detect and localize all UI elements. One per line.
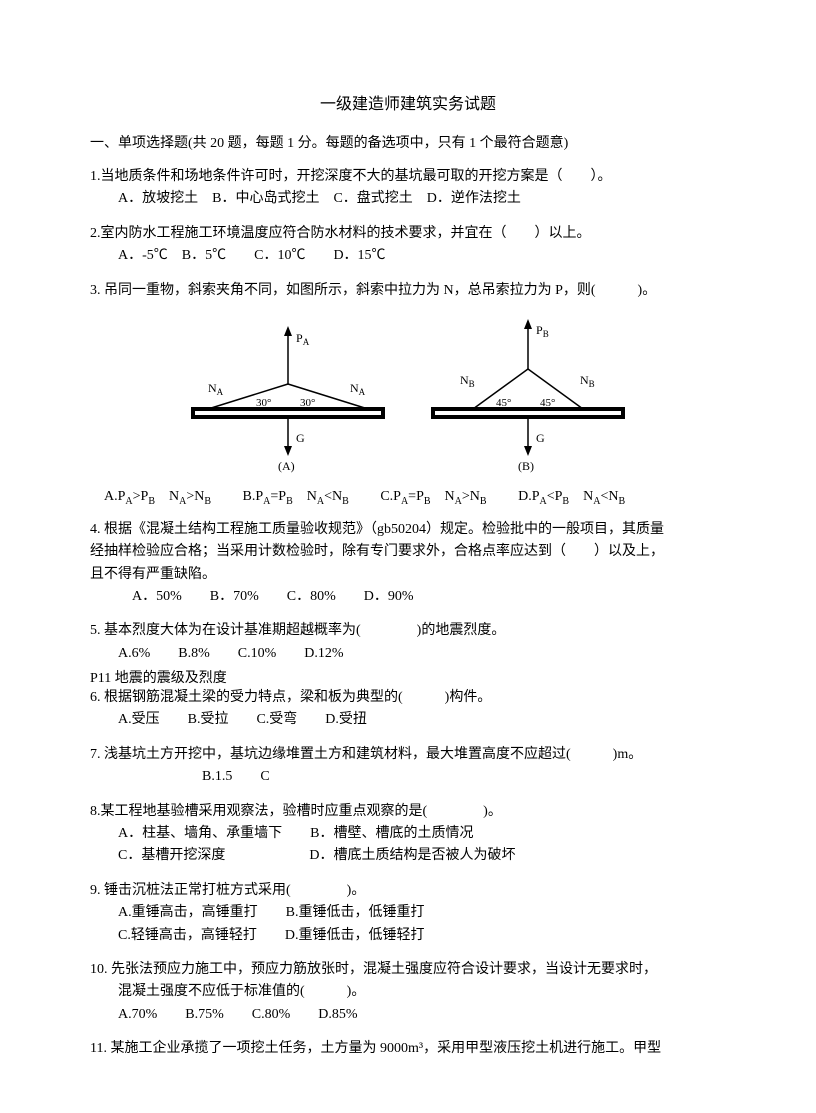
q3-opt-b: B.PA=PB NA<NB	[243, 489, 349, 504]
question-4: 4. 根据《混凝土结构工程施工质量验收规范》（gb50204）规定。检验批中的一…	[90, 519, 726, 609]
question-9: 9. 锤击沉桩法正常打桩方式采用( )。 A.重锤高击，高锤重打 B.重锤低击，…	[90, 880, 726, 947]
caption-a: (A)	[278, 459, 295, 473]
section-1-intro: 一、单项选择题(共 20 题，每题 1 分。每题的备选项中，只有 1 个最符合题…	[90, 132, 726, 152]
q7-text: 7. 浅基坑土方开挖中，基坑边缘堆置土方和建筑材料，最大堆置高度不应超过( )m…	[90, 744, 726, 766]
q2-text: 2.室内防水工程施工环境温度应符合防水材料的技术要求，并宜在（ ）以上。	[90, 223, 726, 245]
lifting-diagram: PA NA NA 30° 30° G (A)	[178, 314, 638, 474]
label-na-right: NA	[350, 381, 366, 397]
question-8: 8.某工程地基验槽采用观察法，验槽时应重点观察的是( )。 A．柱基、墙角、承重…	[90, 801, 726, 868]
q11-text: 11. 某施工企业承揽了一项挖土任务，土方量为 9000m³，采用甲型液压挖土机…	[90, 1038, 726, 1060]
q3-opt-c: C.PA=PB NA>NB	[380, 489, 486, 504]
q8-o1: A．柱基、墙角、承重墙下 B．槽壁、槽底的土质情况	[90, 823, 726, 845]
load-b: G	[536, 431, 545, 445]
q5-options: A.6% B.8% C.10% D.12%	[90, 643, 726, 665]
q10-l2: 混凝土强度不应低于标准值的( )。	[90, 981, 726, 1003]
q5-text: 5. 基本烈度大体为在设计基准期超越概率为( )的地震烈度。	[90, 620, 726, 642]
q4-l3: 且不得有严重缺陷。	[90, 564, 726, 586]
load-a: G	[296, 431, 305, 445]
q3-text: 3. 吊同一重物，斜索夹角不同，如图所示，斜索中拉力为 N，总吊索拉力为 P，则…	[90, 280, 726, 302]
q3-opt-a: A.PA>PB NA>NB	[104, 489, 211, 504]
q7-options: B.1.5 C	[90, 766, 726, 788]
q10-options: A.70% B.75% C.80% D.85%	[90, 1004, 726, 1026]
q3-opt-d: D.PA<PB NA<NB	[518, 489, 625, 504]
caption-b: (B)	[518, 459, 534, 473]
q9-text: 9. 锤击沉桩法正常打桩方式采用( )。	[90, 880, 726, 902]
question-6: 6. 根据钢筋混凝土梁的受力特点，梁和板为典型的( )构件。 A.受压 B.受拉…	[90, 687, 726, 732]
label-pb: PB	[536, 323, 549, 339]
diagram-left: PA NA NA 30° 30° G (A)	[193, 326, 383, 473]
question-11: 11. 某施工企业承揽了一项挖土任务，土方量为 9000m³，采用甲型液压挖土机…	[90, 1038, 726, 1060]
q8-text: 8.某工程地基验槽采用观察法，验槽时应重点观察的是( )。	[90, 801, 726, 823]
q1-options: A．放坡挖土 B．中心岛式挖土 C．盘式挖土 D．逆作法挖土	[90, 188, 726, 210]
q4-l1: 4. 根据《混凝土结构工程施工质量验收规范》（gb50204）规定。检验批中的一…	[90, 519, 726, 541]
q10-l1: 10. 先张法预应力施工中，预应力筋放张时，混凝土强度应符合设计要求，当设计无要…	[90, 959, 726, 981]
label-pa: PA	[296, 331, 310, 347]
q4-l2: 经抽样检验应合格；当采用计数检验时，除有专门要求外，合格点率应达到（ ）以及上，	[90, 541, 726, 563]
diagram-right: PB NB NB 45° 45° G (B)	[433, 319, 623, 473]
q8-o2: C．基槽开挖深度 D．槽底土质结构是否被人为破坏	[90, 845, 726, 867]
diagram-wrap: PA NA NA 30° 30° G (A)	[90, 314, 726, 479]
label-nb-left: NB	[460, 373, 475, 389]
question-10: 10. 先张法预应力施工中，预应力筋放张时，混凝土强度应符合设计要求，当设计无要…	[90, 959, 726, 1026]
q6-text: 6. 根据钢筋混凝土梁的受力特点，梁和板为典型的( )构件。	[90, 687, 726, 709]
p11-note: P11 地震的震级及烈度	[90, 667, 726, 687]
q4-options: A．50% B．70% C．80% D．90%	[90, 586, 726, 608]
question-3: 3. 吊同一重物，斜索夹角不同，如图所示，斜索中拉力为 N，总吊索拉力为 P，则…	[90, 280, 726, 302]
question-2: 2.室内防水工程施工环境温度应符合防水材料的技术要求，并宜在（ ）以上。 A．-…	[90, 223, 726, 268]
q6-options: A.受压 B.受拉 C.受弯 D.受扭	[90, 709, 726, 731]
q9-o1: A.重锤高击，高锤重打 B.重锤低击，低锤重打	[90, 902, 726, 924]
q1-text: 1.当地质条件和场地条件许可时，开挖深度不大的基坑最可取的开挖方案是（ ）。	[90, 166, 726, 188]
label-nb-right: NB	[580, 373, 595, 389]
q2-options: A．-5℃ B．5℃ C．10℃ D．15℃	[90, 245, 726, 267]
question-1: 1.当地质条件和场地条件许可时，开挖深度不大的基坑最可取的开挖方案是（ ）。 A…	[90, 166, 726, 211]
question-5: 5. 基本烈度大体为在设计基准期超越概率为( )的地震烈度。 A.6% B.8%…	[90, 620, 726, 665]
q3-options: A.PA>PB NA>NB B.PA=PB NA<NB C.PA=PB NA>N…	[90, 485, 726, 507]
question-7: 7. 浅基坑土方开挖中，基坑边缘堆置土方和建筑材料，最大堆置高度不应超过( )m…	[90, 744, 726, 789]
q9-o2: C.轻锤高击，高锤轻打 D.重锤低击，低锤轻打	[90, 925, 726, 947]
exam-page: 一级建造师建筑实务试题 一、单项选择题(共 20 题，每题 1 分。每题的备选项…	[0, 0, 816, 1113]
label-na-left: NA	[208, 381, 224, 397]
page-title: 一级建造师建筑实务试题	[90, 90, 726, 114]
